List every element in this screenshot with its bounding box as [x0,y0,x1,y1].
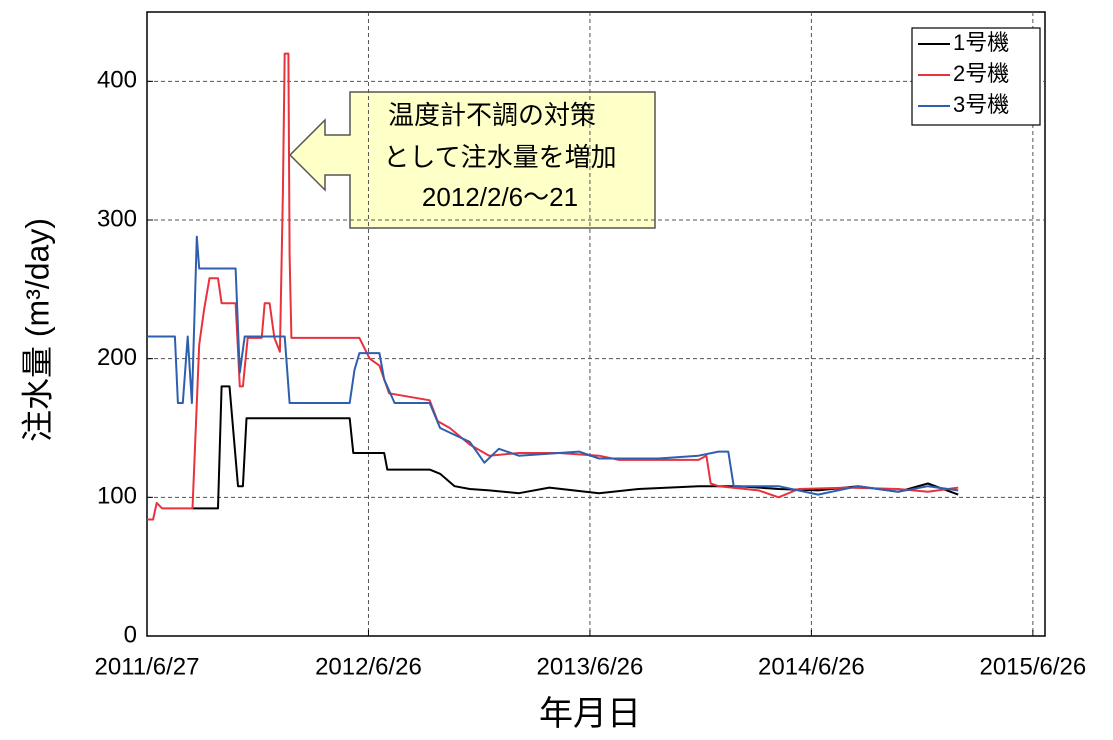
y-tick-label: 300 [97,205,137,232]
x-tick-label: 2012/6/26 [315,653,422,680]
x-tick-label: 2014/6/26 [758,653,865,680]
legend-label: 3号機 [953,92,1009,117]
annotation-callout [288,91,656,229]
x-tick-label: 2011/6/27 [95,653,200,680]
y-tick-label: 100 [97,483,137,510]
legend-label: 2号機 [953,61,1009,86]
y-axis-label: 注水量 (m³/day) [19,218,55,442]
y-tick-label: 200 [97,344,137,371]
y-tick-label: 0 [124,621,137,648]
x-tick-label: 2015/6/26 [979,653,1086,680]
annotation-text: として注水量を増加 [383,142,616,172]
y-tick-label: 400 [97,67,137,94]
series-line [147,235,959,496]
annotation-text: 2012/2/6～21 [422,182,578,212]
x-tick-label: 2013/6/26 [537,653,644,680]
annotation-text: 温度計不調の対策 [388,100,596,130]
legend-label: 1号機 [953,30,1009,55]
x-axis-label: 年月日 [539,695,641,733]
series-line [147,52,959,521]
